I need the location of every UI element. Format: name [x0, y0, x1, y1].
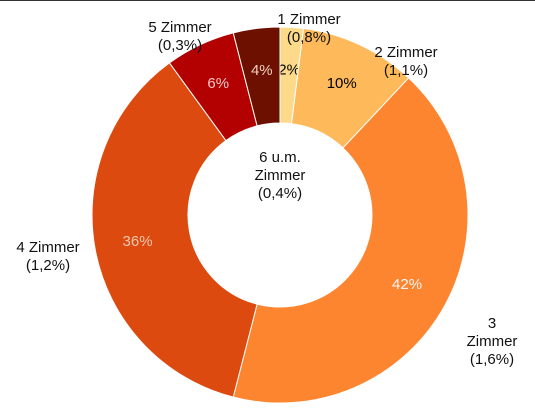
- value-label: 42%: [392, 276, 422, 293]
- category-note: (0,8%): [286, 29, 332, 46]
- category-name: 5 Zimmer: [148, 19, 212, 36]
- category-note: (1,2%): [25, 257, 71, 274]
- category-note: (1,1%): [383, 62, 429, 79]
- donut-segment: [232, 77, 469, 404]
- category-label: 5 Zimmer (0,3%): [148, 19, 211, 55]
- category-name: 2 Zimmer: [374, 44, 438, 61]
- category-note: (0,4%): [257, 185, 303, 202]
- category-name: 6 u.m. Zimmer: [254, 149, 306, 184]
- donut-segment: [232, 26, 281, 127]
- category-name: 1 Zimmer: [277, 11, 341, 28]
- donut-segment: [91, 62, 258, 398]
- category-note: (1,6%): [469, 351, 515, 368]
- category-name: 3 Zimmer: [466, 315, 518, 350]
- category-note: (0,3%): [157, 37, 203, 54]
- value-label: 6%: [207, 75, 229, 92]
- value-label: 4%: [251, 62, 273, 79]
- category-label: 3 Zimmer (1,6%): [467, 315, 518, 369]
- category-label: 1 Zimmer (0,8%): [277, 11, 340, 47]
- category-name: 4 Zimmer: [16, 239, 80, 256]
- value-label: 2%: [278, 61, 300, 78]
- category-label: 6 u.m. Zimmer (0,4%): [245, 149, 315, 203]
- value-label: 10%: [327, 75, 357, 92]
- value-label: 36%: [123, 233, 153, 250]
- category-label: 4 Zimmer (1,2%): [16, 239, 79, 275]
- category-label: 2 Zimmer (1,1%): [374, 44, 437, 80]
